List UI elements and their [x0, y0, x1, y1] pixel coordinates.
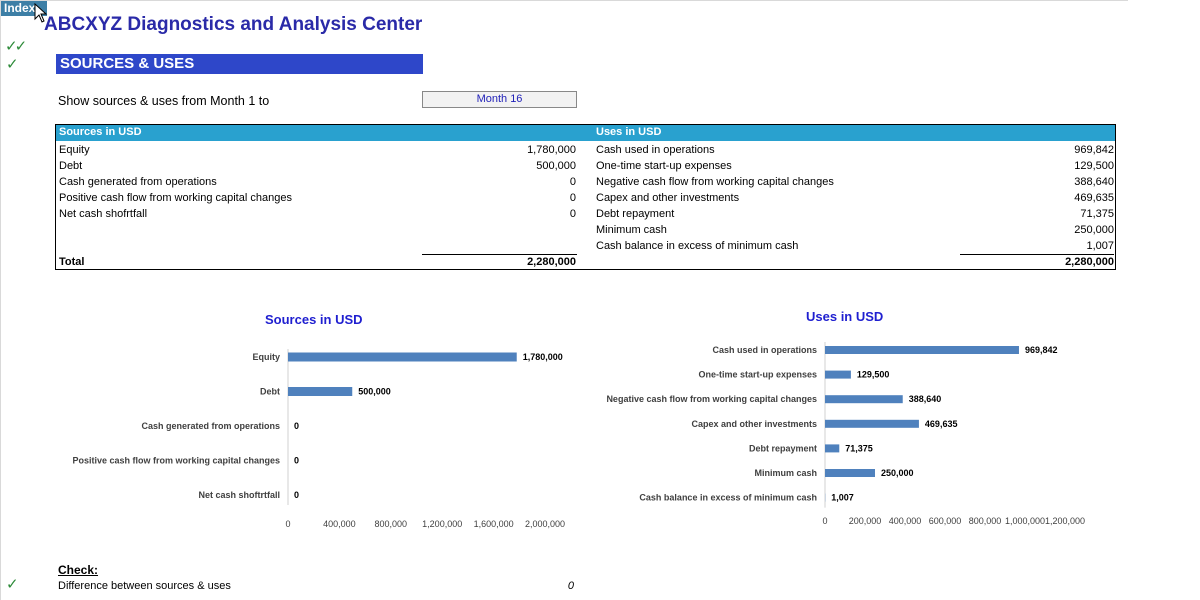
uses-total: 2,280,000 — [1065, 256, 1114, 268]
sources-row-label: Debt — [59, 160, 83, 172]
sources-sum-line — [422, 254, 577, 255]
bar — [288, 387, 353, 396]
month-selector[interactable]: Month 16 — [422, 91, 577, 108]
bar — [825, 419, 919, 428]
difference-label: Difference between sources & uses — [58, 580, 231, 592]
x-tick-label: 1,600,000 — [474, 519, 514, 529]
bar — [825, 469, 875, 477]
uses-row-value: 469,635 — [1074, 192, 1114, 204]
category-label: Equity — [252, 352, 280, 362]
x-tick-label: 400,000 — [323, 519, 356, 529]
uses-row-value: 969,842 — [1074, 144, 1114, 156]
x-tick-label: 0 — [285, 519, 290, 529]
sources-bar-chart: Equity 1,780,000 Debt 500,000 Cash generated… — [72, 349, 565, 529]
table-header-bar — [56, 125, 1115, 141]
category-label: Negative cash flow from working capital … — [606, 394, 817, 404]
data-label: 1,780,000 — [523, 352, 563, 362]
category-label: One-time start-up expenses — [698, 370, 817, 380]
uses-row-value: 250,000 — [1074, 224, 1114, 236]
bar — [288, 352, 517, 362]
bar — [825, 370, 851, 379]
sources-row-label: Cash generated from operations — [59, 176, 217, 188]
category-label: Debt repayment — [749, 443, 817, 453]
sources-row-value: 500,000 — [536, 160, 576, 172]
x-tick-label: 800,000 — [375, 519, 408, 529]
category-label: Capex and other investments — [691, 419, 817, 429]
data-label: 500,000 — [358, 387, 391, 397]
mouse-cursor-icon — [34, 3, 48, 23]
sources-row-value: 0 — [569, 208, 576, 220]
category-label: Cash balance in excess of minimum cash — [639, 493, 817, 503]
sheet-top-rule — [0, 0, 1128, 1]
x-tick-label: 1,200,000 — [422, 519, 462, 529]
x-tick-label: 800,000 — [969, 516, 1002, 526]
x-tick-label: 0 — [822, 516, 827, 526]
sources-row-label: Equity — [59, 144, 90, 156]
sources-row-label: Net cash shofrtfall — [59, 208, 148, 220]
category-label: Cash used in operations — [712, 345, 817, 355]
x-tick-label: 200,000 — [849, 516, 882, 526]
x-tick-label: 1,000,000 — [1005, 516, 1045, 526]
data-label: 469,635 — [925, 419, 958, 429]
check-label: Check: — [58, 563, 99, 577]
uses-row-value: 71,375 — [1080, 208, 1114, 220]
x-tick-label: 400,000 — [889, 516, 922, 526]
category-label: Debt — [260, 387, 280, 397]
uses-row-label: Cash used in operations — [596, 144, 715, 156]
category-label: Minimum cash — [754, 468, 817, 478]
uses-row-value: 1,007 — [1086, 240, 1114, 252]
uses-row-label: One-time start-up expenses — [596, 160, 732, 172]
check-icon: ✓ — [6, 576, 19, 593]
month-filter-label: Show sources & uses from Month 1 to — [58, 94, 270, 108]
uses-header: Uses in USD — [596, 126, 662, 138]
bar — [825, 395, 903, 404]
bar — [825, 346, 1019, 354]
bar — [825, 444, 840, 453]
section-title: SOURCES & USES — [56, 54, 423, 74]
uses-bar-chart: Cash used in operations 969,842 One-time s… — [606, 342, 1085, 526]
total-label: Total — [59, 256, 85, 268]
sources-row-value: 0 — [569, 176, 576, 188]
check-icon: ✓ — [6, 56, 19, 73]
sources-header: Sources in USD — [59, 126, 142, 138]
uses-chart-title: Uses in USD — [806, 309, 884, 324]
sources-total: 2,280,000 — [527, 256, 576, 268]
x-tick-label: 1,200,000 — [1045, 516, 1085, 526]
category-label: Cash generated from operations — [141, 421, 280, 431]
data-label: 0 — [294, 456, 299, 466]
sources-chart-title: Sources in USD — [265, 312, 363, 327]
difference-value: 0 — [567, 580, 574, 592]
data-label: 71,375 — [845, 443, 873, 453]
uses-row-value: 388,640 — [1074, 176, 1114, 188]
uses-row-label: Negative cash flow from working capital … — [596, 176, 834, 188]
uses-row-label: Cash balance in excess of minimum cash — [596, 240, 799, 252]
data-label: 388,640 — [909, 394, 942, 404]
app-title: ABCXYZ Diagnostics and Analysis Center — [44, 14, 423, 35]
data-label: 250,000 — [881, 468, 914, 478]
data-label: 0 — [294, 421, 299, 431]
category-label: Positive cash flow from working capital … — [72, 456, 280, 466]
uses-row-label: Capex and other investments — [596, 192, 740, 204]
double-check-icon: ✓✓ — [5, 38, 27, 55]
data-label: 129,500 — [857, 370, 890, 380]
sources-row-value: 0 — [569, 192, 576, 204]
uses-row-label: Debt repayment — [596, 208, 675, 220]
sheet-left-rule — [0, 0, 1, 600]
sources-uses-table: Sources in USD Uses in USD Equity 1,780,… — [55, 124, 1116, 270]
data-label: 1,007 — [831, 493, 854, 503]
x-tick-label: 2,000,000 — [525, 519, 565, 529]
category-label: Net cash shoftrtfall — [198, 490, 280, 500]
uses-row-value: 129,500 — [1074, 160, 1114, 172]
sources-row-label: Positive cash flow from working capital … — [59, 192, 292, 204]
sources-row-value: 1,780,000 — [527, 144, 576, 156]
uses-sum-line — [960, 254, 1114, 255]
uses-row-label: Minimum cash — [596, 224, 667, 236]
x-tick-label: 600,000 — [929, 516, 962, 526]
data-label: 0 — [294, 490, 299, 500]
data-label: 969,842 — [1025, 345, 1058, 355]
